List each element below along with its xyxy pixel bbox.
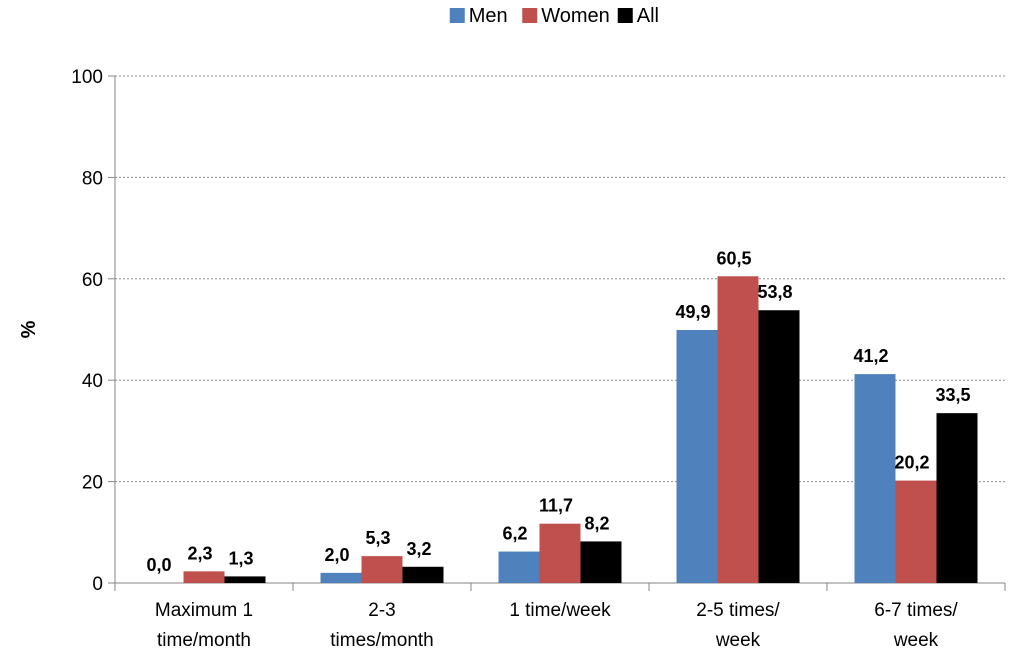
y-tick-label: 20	[82, 473, 103, 494]
bar-all	[758, 310, 800, 583]
bar-women	[539, 523, 581, 583]
y-tick-label: 60	[82, 270, 103, 291]
bar-women	[183, 571, 225, 583]
data-label: 3,2	[406, 539, 431, 559]
bar-women	[361, 556, 403, 583]
category-label: 1 time/week	[509, 600, 611, 621]
data-label: 6,2	[502, 524, 527, 544]
category-label: week	[715, 630, 761, 651]
y-tick-label: 80	[82, 168, 103, 189]
legend: Men Women All	[449, 5, 659, 27]
legend-label-men: Men	[469, 5, 508, 27]
bar-men	[320, 572, 362, 583]
data-label: 41,2	[853, 346, 888, 366]
y-tick-label: 40	[82, 371, 103, 392]
bar-women	[895, 480, 937, 583]
legend-swatch-all	[617, 8, 633, 23]
bar-all	[402, 566, 444, 583]
bar-all	[224, 576, 266, 583]
y-tick-label: 100	[71, 67, 103, 88]
category-label: 2-3	[368, 600, 395, 621]
bar-all	[580, 541, 622, 583]
data-label: 2,3	[187, 543, 212, 563]
legend-label-women: Women	[541, 5, 610, 27]
bar-all	[936, 413, 978, 583]
bar-men	[854, 374, 896, 583]
category-label: week	[893, 630, 939, 651]
bar-women	[717, 276, 759, 583]
data-label: 8,2	[584, 513, 609, 533]
data-label: 11,7	[539, 496, 573, 516]
data-label: 53,8	[757, 282, 792, 302]
legend-swatch-women	[522, 8, 538, 23]
category-label: 6-7 times/	[874, 600, 958, 621]
data-label: 1,3	[228, 548, 253, 568]
bar-men	[498, 551, 540, 583]
data-labels: 0,0 2,0 6,2 49,9 41,2 2,3 5,3 11,7 60,5 20,2 1,3 3,…	[146, 248, 970, 575]
data-label: 2,0	[324, 545, 349, 565]
bars	[183, 276, 978, 583]
category-label: 2-5 times/	[696, 600, 780, 621]
category-label: time/month	[157, 630, 251, 651]
category-labels: Maximum 1 time/month 2-3 times/month 1 time/…	[155, 600, 959, 651]
data-label: 5,3	[365, 528, 390, 548]
legend-swatch-men	[449, 8, 465, 23]
data-label: 49,9	[675, 302, 710, 322]
y-tick-label: 0	[92, 574, 103, 595]
y-axis-label: %	[18, 320, 40, 338]
category-label: Maximum 1	[155, 600, 253, 621]
tick-labels: 0 20 40 60 80 100	[71, 67, 103, 595]
data-label: 60,5	[716, 248, 751, 268]
data-label: 33,5	[935, 385, 970, 405]
data-label: 20,2	[894, 453, 929, 473]
category-label: times/month	[330, 630, 433, 651]
data-label: 0,0	[146, 555, 171, 575]
legend-label-all: All	[637, 5, 659, 27]
bar-men	[676, 330, 718, 583]
